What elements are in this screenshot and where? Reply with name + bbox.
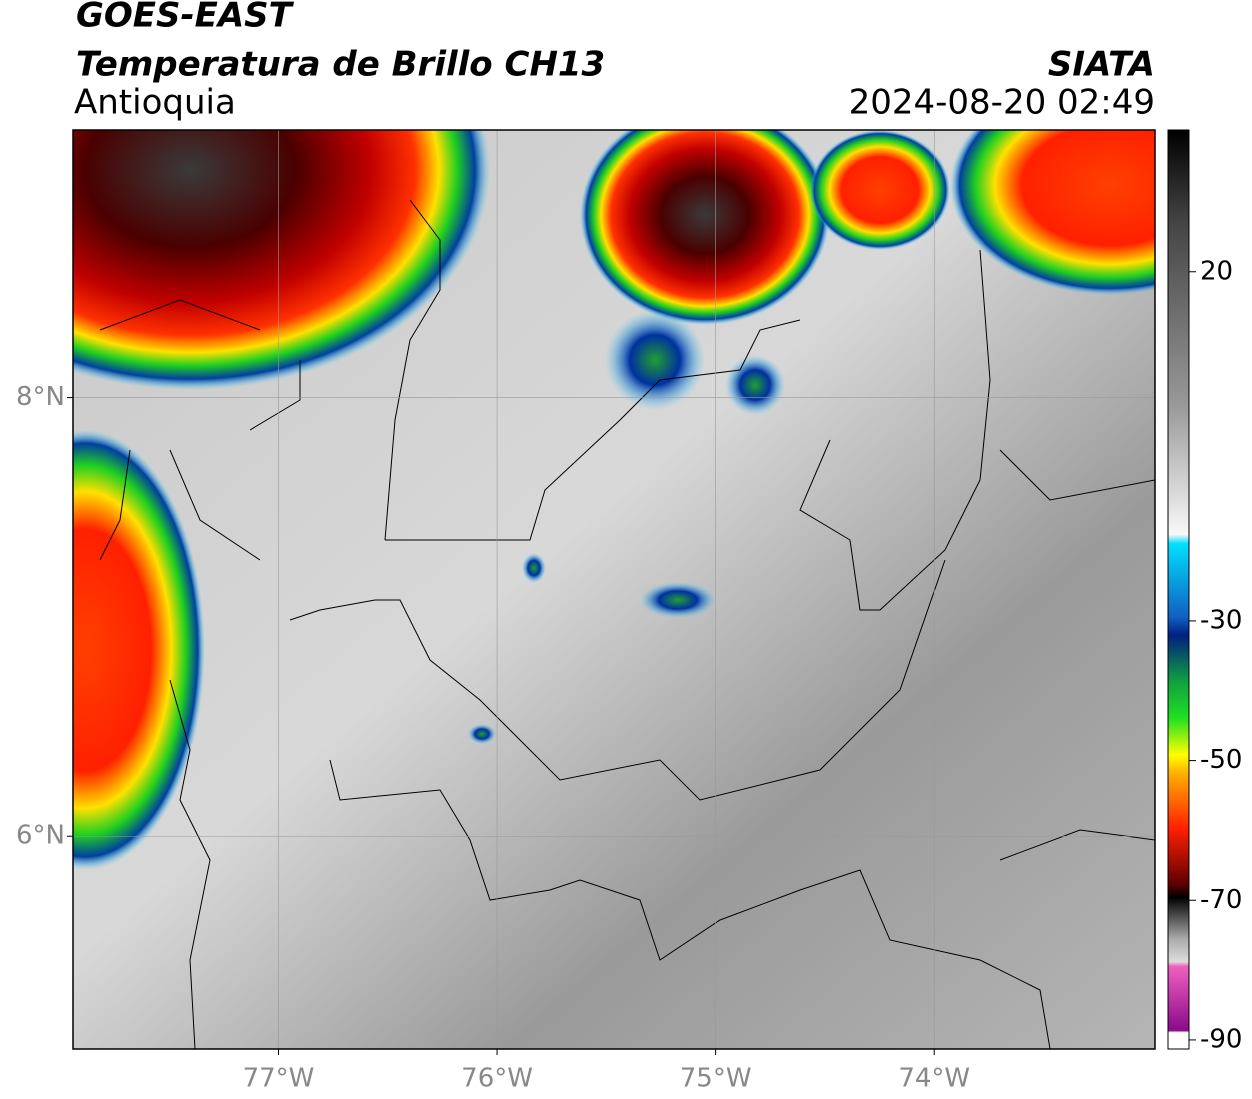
satellite-image bbox=[73, 130, 1155, 1049]
colorbar-tick-label: -50 bbox=[1200, 745, 1242, 775]
x-tick-label: 76°W bbox=[461, 1064, 533, 1094]
grid bbox=[73, 130, 1155, 1049]
y-tick-label: 6°N bbox=[16, 821, 65, 851]
colorbar-tick-label: 20 bbox=[1200, 256, 1233, 286]
x-tick-label: 75°W bbox=[680, 1064, 752, 1094]
colorbar-tick-label: -70 bbox=[1200, 885, 1242, 915]
subtitle: Temperatura de Brillo CH13 bbox=[76, 45, 605, 85]
y-tick-label: 8°N bbox=[16, 382, 65, 412]
title: GOES-EAST bbox=[76, 0, 295, 36]
x-tick-label: 74°W bbox=[898, 1064, 970, 1094]
datetime: 2024-08-20 02:49 bbox=[849, 83, 1155, 123]
region: Antioquia bbox=[74, 83, 236, 123]
colorbar-tick-label: -90 bbox=[1200, 1024, 1242, 1054]
source: SIATA bbox=[1048, 45, 1155, 85]
colorbar bbox=[1167, 129, 1190, 1050]
colorbar-tick-label: -30 bbox=[1200, 605, 1242, 635]
x-tick-label: 77°W bbox=[243, 1064, 315, 1094]
map-frame bbox=[72, 129, 1156, 1050]
